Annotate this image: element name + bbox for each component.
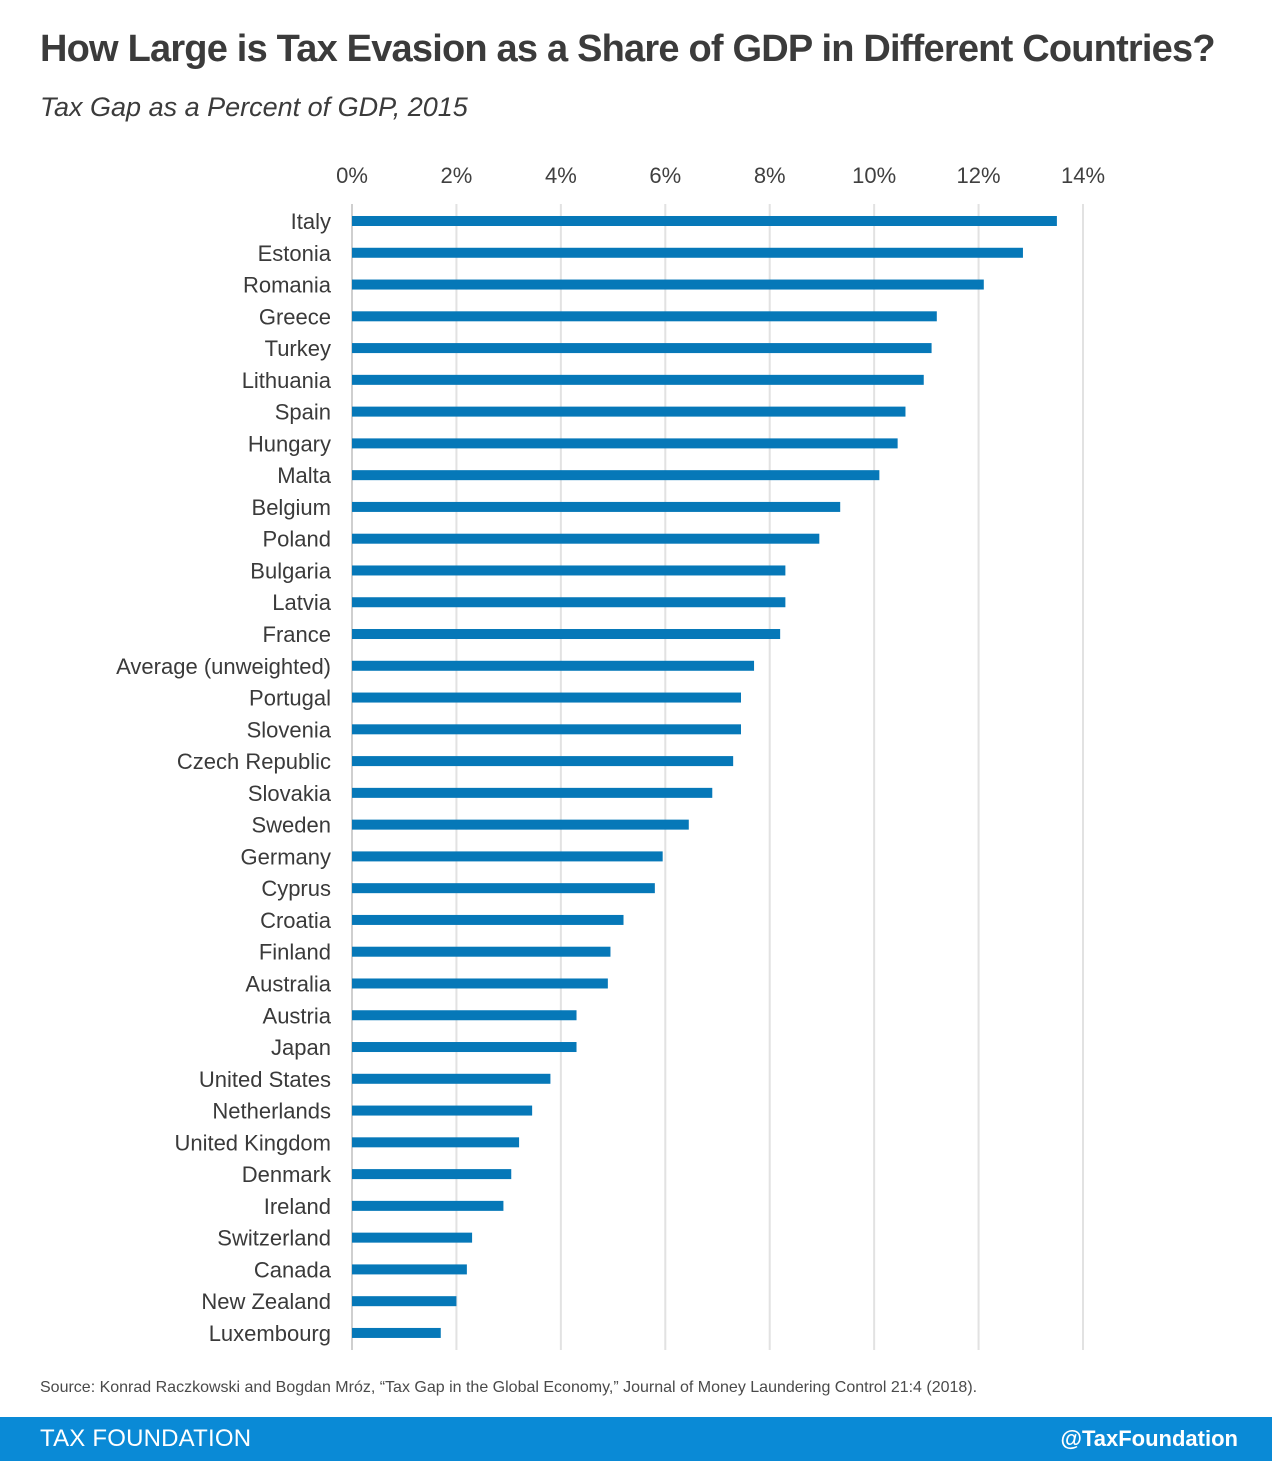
x-tick-label: 4%	[545, 163, 577, 188]
category-label: Sweden	[251, 813, 331, 838]
category-label: Romania	[243, 273, 332, 298]
category-label: Slovakia	[248, 781, 332, 806]
footer-bar: TAX FOUNDATION @TaxFoundation	[0, 1417, 1272, 1461]
x-axis-ticks: 0% 2% 4% 6% 8% 10% 12% 14%	[336, 163, 1105, 188]
category-label: Ireland	[264, 1194, 331, 1219]
x-tick-label: 6%	[649, 163, 681, 188]
bar	[352, 1105, 533, 1116]
bar	[352, 374, 924, 385]
category-label: Greece	[259, 304, 331, 329]
bar	[352, 1232, 473, 1243]
bar	[352, 819, 689, 830]
category-label: Portugal	[249, 686, 331, 711]
category-label: Lithuania	[242, 368, 332, 393]
category-label: Hungary	[248, 431, 331, 456]
bar	[352, 1200, 504, 1211]
bar	[352, 247, 1023, 258]
category-label: Turkey	[265, 336, 331, 361]
category-label: Finland	[259, 940, 331, 965]
category-label: Denmark	[242, 1162, 332, 1187]
bar	[352, 565, 786, 576]
category-label: Bulgaria	[250, 558, 331, 583]
bar	[352, 1169, 512, 1180]
category-labels: Italy Estonia Romania Greece Turkey Lithuania…	[116, 209, 332, 1346]
x-tick-label: 0%	[336, 163, 368, 188]
category-label: Germany	[241, 844, 331, 869]
category-label: Italy	[291, 209, 331, 234]
category-label: United Kingdom	[174, 1130, 331, 1155]
bar	[352, 311, 937, 322]
category-label: Switzerland	[217, 1226, 331, 1251]
bar	[352, 1264, 467, 1275]
bar	[352, 1327, 441, 1338]
bar	[352, 851, 663, 862]
category-label: Croatia	[260, 908, 332, 933]
bar	[352, 1042, 577, 1053]
category-label: Luxembourg	[209, 1321, 331, 1346]
category-label: Belgium	[252, 495, 331, 520]
footer-handle: @TaxFoundation	[1060, 1426, 1238, 1451]
bar	[352, 216, 1057, 226]
bar	[352, 883, 655, 894]
bar	[352, 660, 755, 671]
bar-chart: 0% 2% 4% 6% 8% 10% 12% 14% Italy Estonia Romania G…	[116, 163, 1105, 1350]
bar	[352, 438, 898, 449]
category-label: Japan	[271, 1035, 331, 1060]
category-label: Estonia	[258, 241, 332, 266]
bar	[352, 946, 611, 957]
bar	[352, 343, 932, 354]
category-label: Cyprus	[261, 876, 331, 901]
category-label: Canada	[254, 1257, 332, 1282]
x-tick-label: 10%	[852, 163, 896, 188]
bar	[352, 597, 786, 608]
bar	[352, 692, 741, 703]
bar	[352, 1010, 577, 1021]
category-label: Australia	[245, 971, 331, 996]
x-tick-label: 12%	[957, 163, 1001, 188]
category-label: New Zealand	[201, 1289, 331, 1314]
category-label: Latvia	[272, 590, 331, 615]
source-note: Source: Konrad Raczkowski and Bogdan Mró…	[40, 1379, 978, 1396]
bar	[352, 279, 984, 290]
bar	[352, 724, 741, 735]
category-label: France	[263, 622, 331, 647]
bar	[352, 914, 624, 925]
bar	[352, 787, 713, 798]
bar	[352, 533, 820, 544]
bar	[352, 978, 608, 989]
category-label: Spain	[275, 400, 331, 425]
category-label: Austria	[263, 1003, 332, 1028]
category-label: Czech Republic	[177, 749, 331, 774]
category-label: Average (unweighted)	[116, 654, 331, 679]
category-label: Malta	[277, 463, 332, 488]
bar	[352, 406, 906, 417]
bar	[352, 629, 781, 640]
category-label: Netherlands	[212, 1099, 331, 1124]
bar	[352, 501, 841, 512]
gridlines	[351, 204, 1084, 1350]
x-tick-label: 8%	[754, 163, 786, 188]
footer-brand: TAX FOUNDATION	[40, 1425, 252, 1452]
category-label: Slovenia	[247, 717, 332, 742]
bar	[352, 1073, 551, 1084]
bar	[352, 1137, 520, 1148]
category-label: Poland	[262, 527, 331, 552]
bars	[352, 216, 1057, 1338]
bar	[352, 756, 734, 767]
chart-title: How Large is Tax Evasion as a Share of G…	[40, 28, 1216, 70]
bar	[352, 470, 880, 481]
x-tick-label: 2%	[441, 163, 473, 188]
bar	[352, 1296, 457, 1307]
chart-subtitle: Tax Gap as a Percent of GDP, 2015	[40, 92, 468, 122]
x-tick-label: 14%	[1061, 163, 1105, 188]
category-label: United States	[199, 1067, 331, 1092]
